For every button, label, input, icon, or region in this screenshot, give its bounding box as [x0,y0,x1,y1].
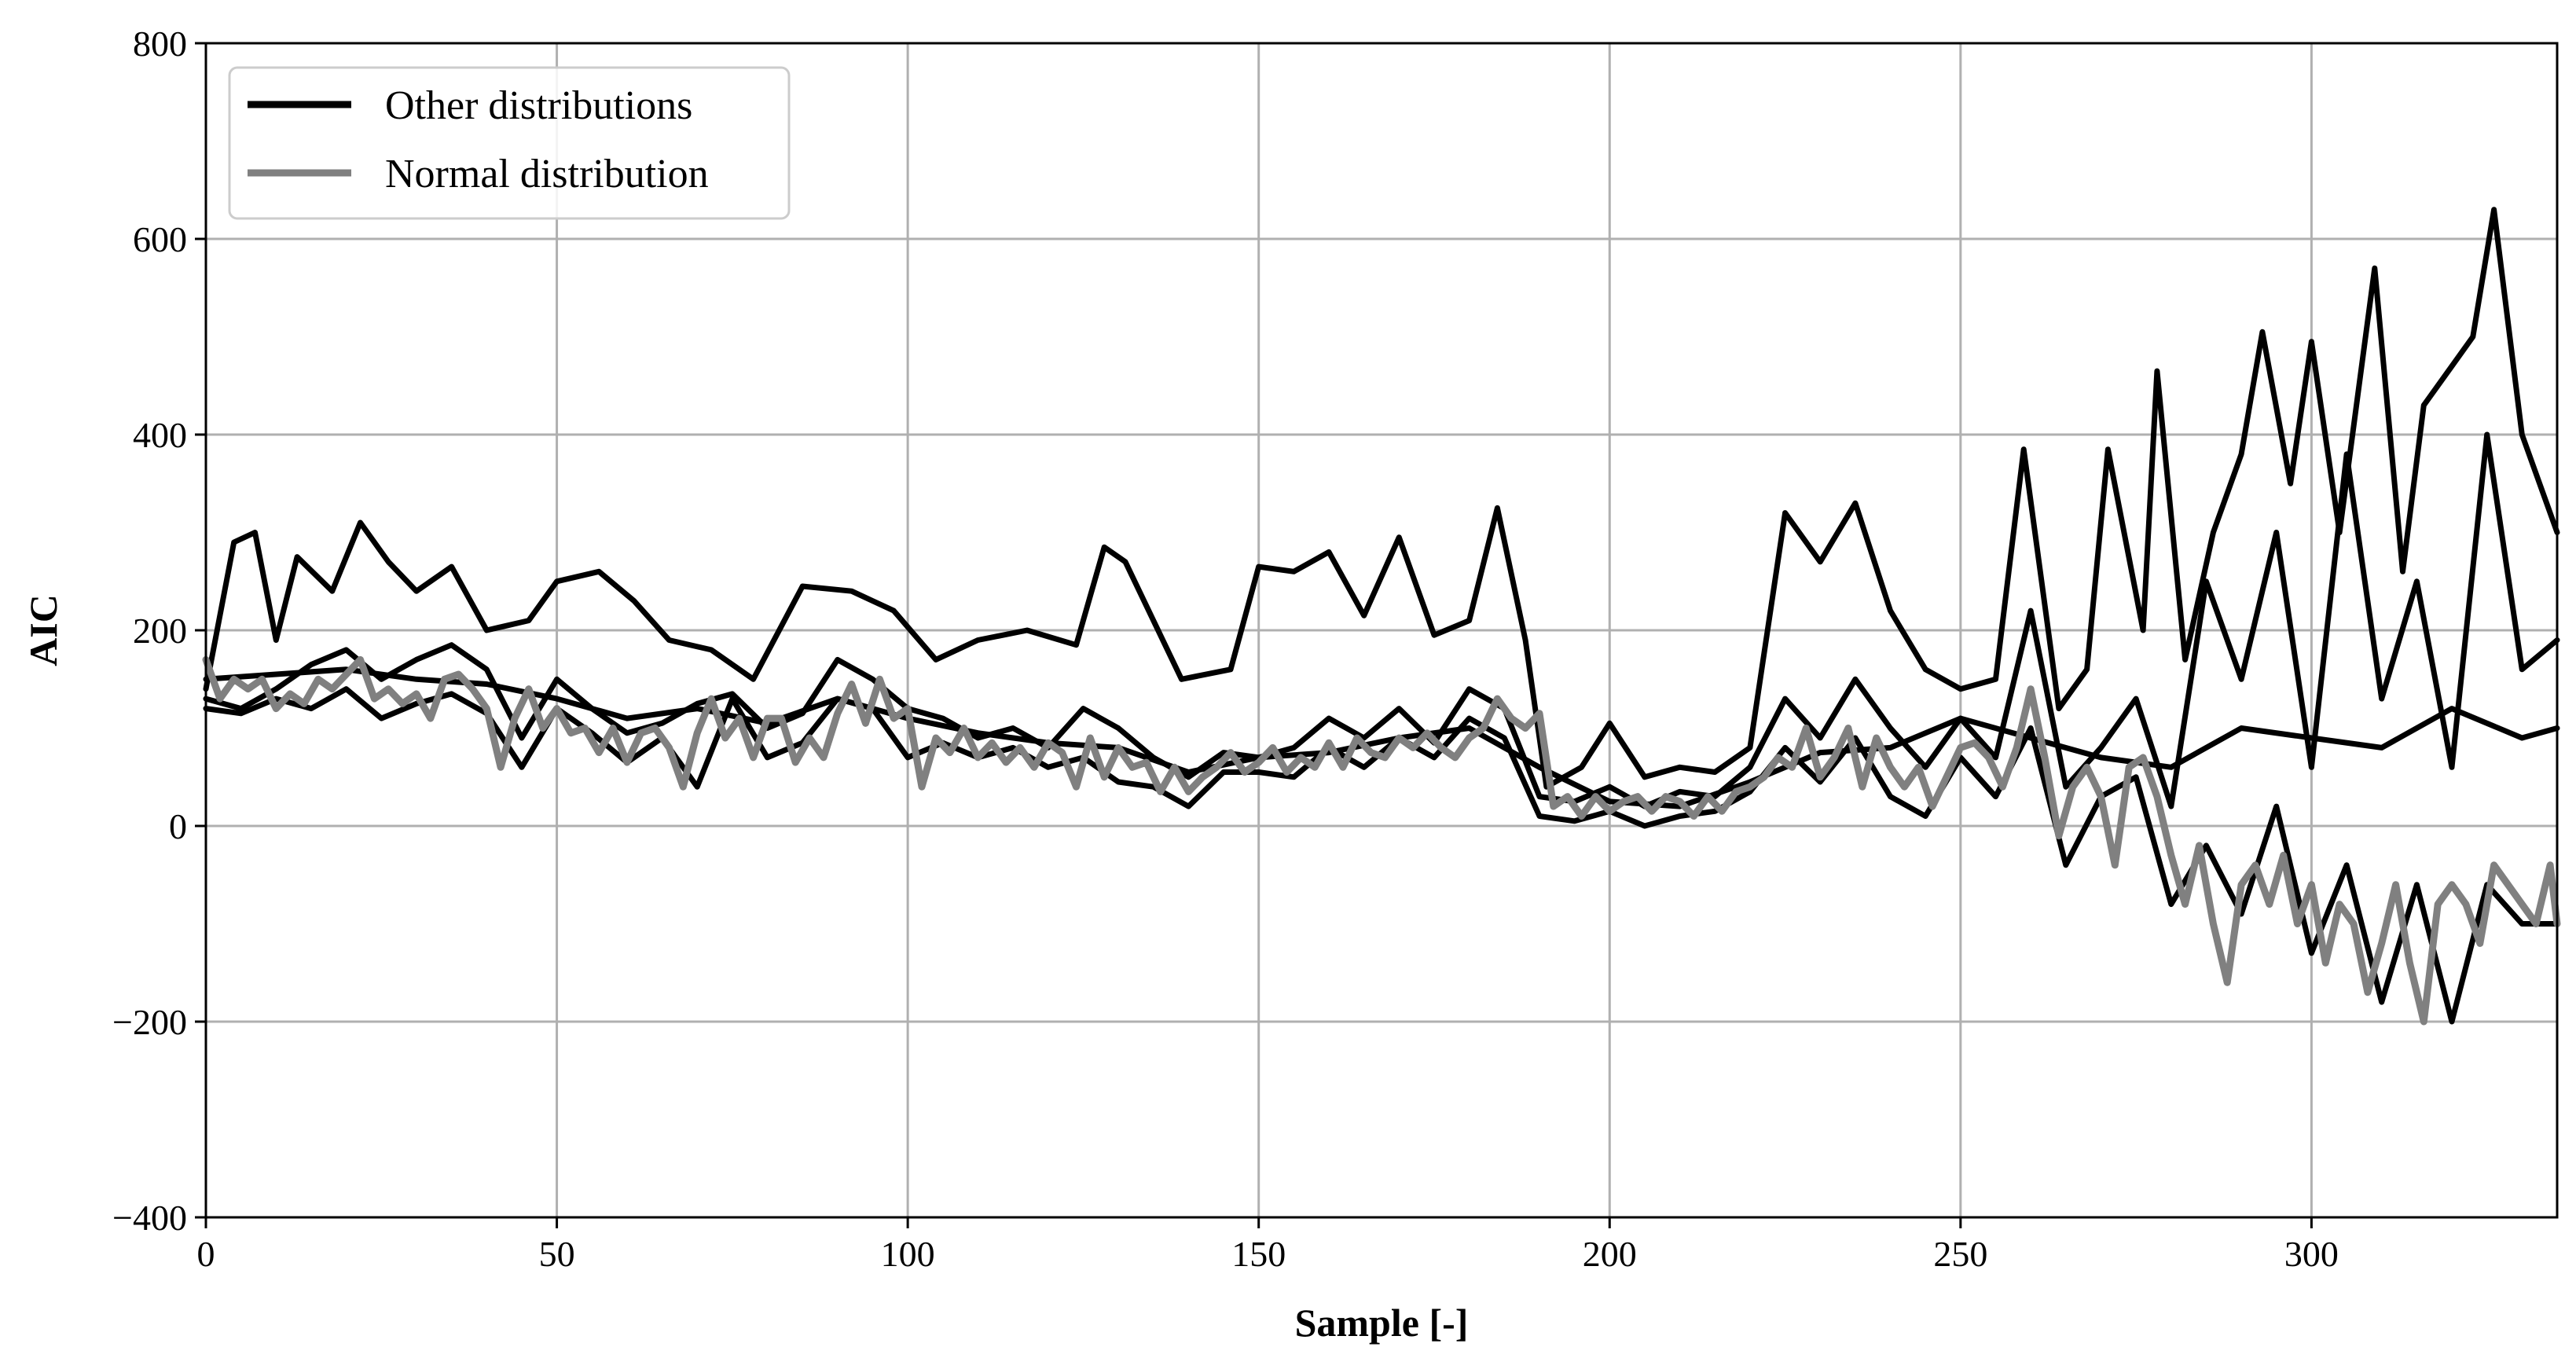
y-axis-title: AIC [21,594,65,666]
legend-label-normal: Normal distribution [385,152,709,196]
legend-label-other: Other distributions [385,83,692,128]
x-tick-label: 150 [1231,1234,1286,1274]
x-axis-title: Sample [-] [1295,1301,1469,1345]
y-tick-label: −200 [112,1002,187,1042]
series-lines [202,207,2561,1026]
y-tick-label: 600 [133,219,187,259]
series-line-other-distributions-1 [203,207,2560,790]
x-tick-label: 100 [881,1234,935,1274]
y-tick-label: −400 [112,1198,187,1238]
x-tick-label: 200 [1583,1234,1637,1274]
y-tick-label: 200 [133,611,187,651]
legend: Other distributions Normal distribution [228,66,791,220]
x-tick-label: 50 [539,1234,575,1274]
y-tick-label: 800 [133,24,187,64]
y-tick-label: 400 [133,415,187,455]
x-tick-label: 250 [1933,1234,1987,1274]
axis-ticks: 0 50 100 150 200 250 300 −400 −200 0 200 400 600 800 [112,24,2339,1274]
x-tick-label: 0 [197,1234,215,1274]
x-tick-label: 300 [2284,1234,2339,1274]
series-line-other-distributions-2 [203,431,2560,809]
y-tick-label: 0 [169,806,187,846]
series-line-other-distributions-0 [203,666,2560,809]
legend-box [228,66,791,220]
series-line-normal-distribution [202,655,2561,1026]
